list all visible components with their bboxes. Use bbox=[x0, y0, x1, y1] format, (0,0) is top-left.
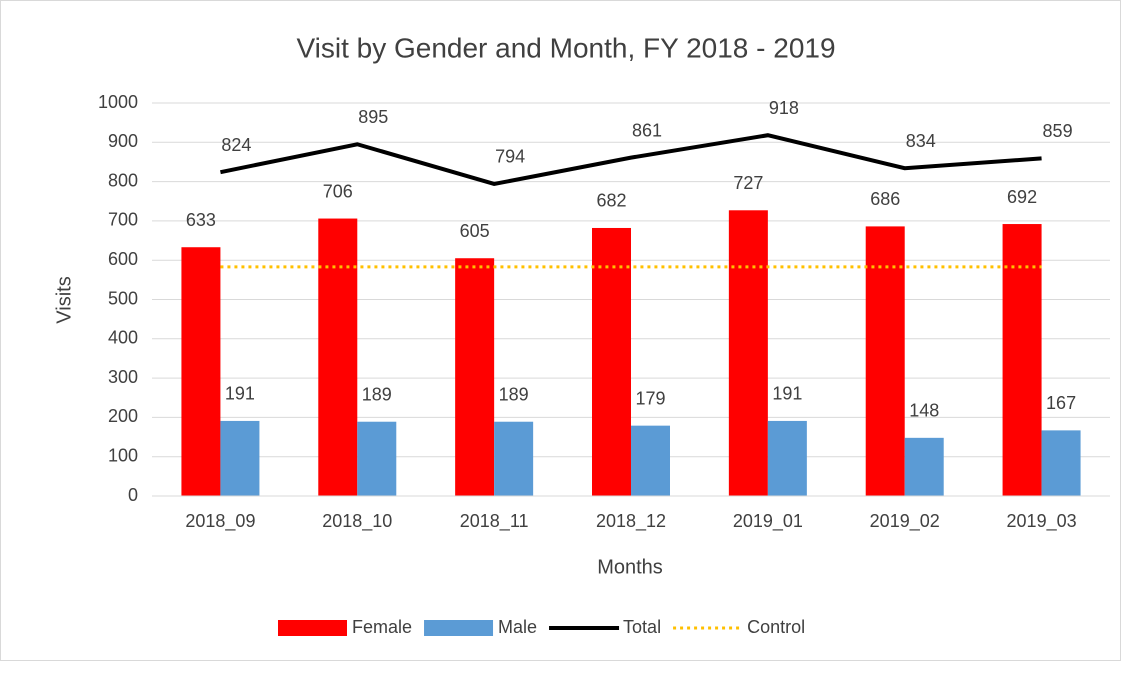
bar bbox=[455, 258, 495, 496]
legend-label: Total bbox=[623, 617, 661, 637]
x-tick-label: 2019_02 bbox=[870, 511, 940, 532]
data-label: 727 bbox=[733, 173, 763, 193]
bar bbox=[767, 420, 807, 496]
y-tick-label: 100 bbox=[108, 445, 138, 465]
chart-title: Visit by Gender and Month, FY 2018 - 201… bbox=[296, 32, 835, 63]
data-label: 191 bbox=[225, 384, 255, 404]
bar bbox=[728, 210, 768, 496]
data-label: 794 bbox=[495, 147, 525, 167]
legend-swatch bbox=[278, 620, 347, 636]
legend-swatch bbox=[424, 620, 494, 636]
x-tick-label: 2018_11 bbox=[460, 511, 529, 532]
data-label: 859 bbox=[1043, 121, 1073, 141]
x-tick-label: 2018_09 bbox=[185, 511, 255, 532]
y-tick-label: 0 bbox=[128, 485, 138, 505]
bar bbox=[904, 437, 944, 496]
data-label: 692 bbox=[1007, 187, 1037, 207]
y-axis-title: Visits bbox=[53, 276, 75, 323]
data-label: 633 bbox=[186, 210, 216, 230]
bar bbox=[1002, 224, 1042, 496]
data-label: 918 bbox=[769, 98, 799, 118]
y-tick-label: 400 bbox=[108, 328, 138, 348]
y-tick-label: 800 bbox=[108, 170, 138, 190]
data-label: 834 bbox=[906, 131, 936, 151]
data-label: 189 bbox=[499, 384, 529, 404]
x-tick-label: 2019_03 bbox=[1007, 511, 1077, 532]
data-label: 861 bbox=[632, 120, 662, 140]
data-label: 148 bbox=[909, 401, 939, 421]
y-tick-label: 700 bbox=[108, 210, 138, 230]
bar bbox=[318, 218, 358, 497]
data-label: 682 bbox=[596, 191, 626, 211]
data-label: 706 bbox=[323, 181, 353, 201]
data-label: 179 bbox=[635, 388, 665, 408]
x-axis-title: Months bbox=[597, 556, 663, 578]
bar bbox=[865, 226, 905, 497]
data-label: 824 bbox=[221, 135, 251, 155]
y-tick-label: 900 bbox=[108, 131, 138, 151]
x-tick-label: 2018_10 bbox=[322, 511, 392, 532]
y-tick-label: 1000 bbox=[98, 92, 138, 112]
legend-label: Female bbox=[352, 617, 412, 637]
bar bbox=[592, 227, 631, 496]
y-tick-label: 300 bbox=[108, 367, 138, 387]
bar bbox=[494, 421, 534, 496]
bar bbox=[1041, 430, 1081, 496]
data-label: 189 bbox=[362, 384, 392, 404]
y-tick-label: 200 bbox=[108, 406, 138, 426]
legend-label: Control bbox=[747, 617, 805, 637]
bar bbox=[220, 420, 260, 496]
data-label: 895 bbox=[358, 107, 388, 127]
x-tick-label: 2019_01 bbox=[733, 511, 803, 532]
bar bbox=[181, 247, 221, 496]
x-tick-label: 2018_12 bbox=[596, 511, 666, 532]
data-label: 605 bbox=[460, 221, 490, 241]
data-label: 191 bbox=[772, 384, 802, 404]
y-tick-label: 600 bbox=[108, 249, 138, 269]
legend-label: Male bbox=[498, 617, 537, 637]
bar bbox=[357, 421, 397, 496]
data-label: 167 bbox=[1046, 393, 1076, 413]
data-label: 686 bbox=[870, 189, 900, 209]
y-tick-label: 500 bbox=[108, 288, 138, 308]
bar bbox=[631, 425, 670, 496]
line bbox=[220, 133, 1042, 187]
chart-border bbox=[0, 0, 1121, 661]
